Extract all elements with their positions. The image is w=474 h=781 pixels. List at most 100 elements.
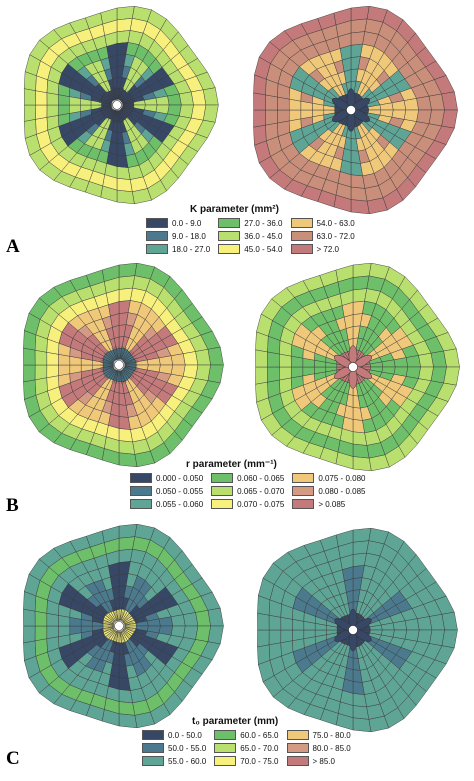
map-cell — [182, 351, 199, 366]
panel-b: B r parameter (mm⁻¹) 0.000 - 0.050 0.060 … — [0, 259, 474, 519]
center-hatch — [121, 97, 135, 104]
legend-swatch — [286, 756, 309, 766]
legend-item: 0.000 - 0.050 — [130, 473, 203, 483]
center-hatch — [107, 88, 115, 101]
map-cell — [280, 629, 293, 643]
map-cell — [350, 186, 368, 202]
map-cell — [118, 263, 138, 278]
map-cell — [352, 443, 370, 459]
center-hatch — [117, 109, 120, 124]
center-hatch — [122, 612, 133, 623]
center-hatch — [121, 349, 131, 362]
center-hatch — [107, 109, 115, 122]
center-hatch — [103, 367, 116, 377]
center-hatch — [102, 616, 115, 624]
center-hatch — [120, 608, 127, 622]
legend-item: 9.0 - 18.0 — [146, 231, 210, 241]
map-cell — [279, 366, 292, 381]
map-cell — [118, 701, 136, 716]
center-hatch — [118, 109, 122, 123]
center-hatch — [113, 346, 118, 361]
center-hatch — [103, 628, 116, 638]
center-hatch — [100, 362, 115, 365]
legend-item: 80.0 - 85.0 — [286, 743, 351, 753]
center-hole — [114, 621, 124, 631]
center-hatch — [107, 349, 117, 362]
legend-item: 18.0 - 27.0 — [146, 244, 210, 254]
center-hatch — [121, 95, 134, 103]
panel-letter: A — [6, 236, 20, 257]
center-hatch — [100, 95, 113, 103]
legend-swatch — [290, 218, 313, 228]
legend-item: 60.0 - 65.0 — [214, 730, 279, 740]
center-hatch — [107, 610, 117, 623]
legend-swatch — [146, 231, 168, 241]
center-hatch — [120, 369, 127, 383]
legend-item: 27.0 - 36.0 — [218, 218, 283, 228]
map-b-left — [4, 263, 234, 467]
map-cell — [190, 104, 207, 121]
legend-swatch — [218, 231, 241, 241]
center-hatch — [114, 86, 117, 101]
map-cell — [404, 618, 420, 631]
center-hatch — [102, 367, 115, 375]
map-cell — [292, 629, 305, 641]
center-hatch — [121, 102, 136, 105]
center-hatch — [100, 620, 115, 625]
center-hatch — [123, 623, 138, 626]
legend-label: 54.0 - 63.0 — [316, 218, 355, 228]
legend-item: 0.060 - 0.065 — [211, 473, 284, 483]
center-hatch — [122, 368, 133, 379]
map-a-right — [242, 6, 460, 214]
center-hatch — [122, 351, 133, 362]
center-hatch — [102, 628, 115, 636]
legend-label: 36.0 - 45.0 — [244, 231, 283, 241]
map-cell — [416, 95, 432, 111]
center-hatch — [107, 368, 117, 381]
center-hatch — [109, 609, 117, 622]
legend-label: 63.0 - 72.0 — [316, 231, 355, 241]
legend-item: 0.0 - 9.0 — [146, 218, 210, 228]
legend-label: 45.0 - 54.0 — [244, 244, 283, 254]
map-cell — [116, 189, 135, 204]
panel-letter: C — [6, 748, 20, 769]
legend-swatch — [214, 756, 237, 766]
legend-item: 63.0 - 72.0 — [290, 231, 355, 241]
legend: 0.0 - 50.0 60.0 - 65.0 75.0 - 80.0 50.0 - 5… — [142, 730, 351, 766]
legend-swatch — [286, 730, 309, 740]
legend-item: 0.070 - 0.075 — [211, 499, 284, 509]
legend-swatch — [142, 743, 164, 753]
map-cell — [429, 614, 445, 631]
center-hatch — [117, 86, 120, 101]
center-hatch — [119, 90, 129, 102]
center-hole — [112, 100, 122, 110]
legend-item: 50.0 - 55.0 — [142, 743, 206, 753]
legend-item: 54.0 - 63.0 — [290, 218, 355, 228]
radial-cell-map — [253, 6, 458, 214]
legend-label: 0.0 - 9.0 — [172, 218, 202, 228]
center-hatch — [98, 102, 113, 105]
center-hatch — [99, 97, 113, 104]
center-hatch — [105, 90, 115, 102]
map-cell — [195, 625, 211, 642]
map-cell — [352, 528, 372, 543]
center-hatch — [123, 627, 138, 632]
center-hatch — [111, 347, 118, 361]
map-cell — [416, 109, 432, 125]
map-cell — [34, 364, 48, 381]
center-hatch — [122, 353, 135, 363]
center-hatch — [105, 612, 116, 623]
center-hatch — [119, 88, 127, 101]
map-cell — [430, 366, 447, 384]
legend: 0.0 - 9.0 27.0 - 36.0 54.0 - 63.0 9.0 - 18.… — [146, 218, 355, 254]
panel-c: C t₀ parameter (mm) 0.0 - 50.0 60.0 - 65.… — [0, 520, 474, 780]
legend-label: > 85.0 — [312, 756, 335, 766]
map-a-left — [4, 6, 230, 204]
center-hatch — [119, 346, 122, 361]
center-hatch — [120, 347, 127, 361]
map-cell — [34, 625, 48, 642]
map-cell — [255, 349, 268, 368]
map-cell — [416, 616, 433, 631]
map-cell — [118, 713, 138, 728]
center-hatch — [103, 353, 116, 363]
